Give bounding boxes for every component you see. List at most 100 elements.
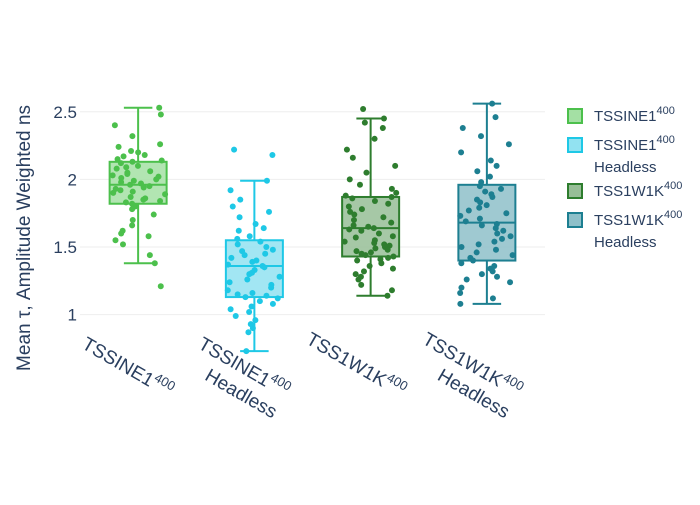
data-point xyxy=(361,119,368,126)
legend-swatch xyxy=(567,108,583,124)
legend-swatch xyxy=(567,183,583,199)
legend-label-line2: Headless xyxy=(594,159,657,176)
legend-label: TSS1W1K400 xyxy=(594,180,682,200)
data-point xyxy=(242,294,249,301)
data-point xyxy=(276,273,283,280)
data-point xyxy=(385,200,392,207)
data-point xyxy=(157,198,164,205)
data-point xyxy=(134,162,141,169)
data-point xyxy=(477,199,484,206)
data-point xyxy=(352,234,359,241)
data-point xyxy=(360,268,367,275)
data-point xyxy=(371,198,378,205)
legend-item: TSS1W1K400 Headless xyxy=(567,209,682,251)
data-point xyxy=(362,252,369,259)
data-point xyxy=(157,111,164,118)
legend-superscript: 400 xyxy=(664,180,682,192)
x-tick-text: TSSINE1400 xyxy=(78,330,178,402)
data-point xyxy=(351,211,358,218)
data-point xyxy=(141,152,148,159)
data-point xyxy=(478,271,485,278)
data-point xyxy=(140,184,147,191)
data-point xyxy=(353,248,360,255)
data-point xyxy=(489,100,496,107)
data-point xyxy=(487,157,494,164)
data-point xyxy=(367,249,374,256)
data-point xyxy=(463,276,470,283)
data-point xyxy=(122,199,129,206)
data-point xyxy=(246,233,253,240)
data-point xyxy=(245,329,252,336)
data-point xyxy=(150,211,157,218)
y-tick-label: 2.5 xyxy=(53,103,77,122)
data-point xyxy=(128,147,135,154)
data-point xyxy=(352,271,359,278)
data-point xyxy=(370,225,377,232)
data-point xyxy=(226,279,233,286)
data-point xyxy=(385,254,392,261)
data-point xyxy=(498,185,505,192)
data-point xyxy=(365,223,372,230)
data-point xyxy=(492,114,499,121)
y-tick-label: 1.5 xyxy=(53,238,77,257)
data-point xyxy=(509,252,516,259)
data-point xyxy=(371,239,378,246)
data-point xyxy=(130,177,137,184)
data-point xyxy=(140,196,147,203)
data-point xyxy=(157,141,164,148)
data-point xyxy=(246,271,253,278)
y-tick-label: 1 xyxy=(68,306,77,325)
data-point xyxy=(227,306,234,313)
legend-item: TSSINE1400 xyxy=(567,105,675,125)
data-point xyxy=(350,222,357,229)
data-point xyxy=(389,265,396,272)
data-point xyxy=(388,287,395,294)
data-point xyxy=(147,168,154,175)
data-point xyxy=(119,241,126,248)
data-point xyxy=(129,222,136,229)
data-point xyxy=(478,222,485,229)
x-tick-superscript: 400 xyxy=(152,370,178,394)
data-point xyxy=(346,176,353,183)
data-point xyxy=(118,179,125,186)
x-tick-label: TSSINE1400 xyxy=(78,330,178,402)
data-point xyxy=(145,233,152,240)
data-point xyxy=(117,187,124,194)
data-point xyxy=(492,246,499,253)
data-point xyxy=(162,191,169,198)
data-point xyxy=(231,146,238,153)
data-point xyxy=(246,308,253,315)
data-point xyxy=(476,183,483,190)
legend-superscript: 400 xyxy=(657,105,675,117)
data-point xyxy=(493,162,500,169)
data-point xyxy=(260,225,267,232)
data-point xyxy=(153,176,160,183)
data-point xyxy=(115,143,122,150)
data-point xyxy=(117,160,124,167)
data-point xyxy=(380,214,387,221)
data-point xyxy=(129,188,136,195)
data-point xyxy=(268,284,275,291)
data-point xyxy=(114,156,121,163)
data-point xyxy=(228,254,235,261)
data-point xyxy=(229,203,236,210)
data-point xyxy=(129,158,136,165)
data-point xyxy=(225,261,232,268)
data-point xyxy=(475,241,482,248)
legend-label-line2: Headless xyxy=(594,234,657,251)
data-point xyxy=(111,122,118,129)
data-point xyxy=(151,260,158,267)
legend-label: TSSINE1400 xyxy=(594,134,675,154)
data-point xyxy=(473,249,480,256)
data-point xyxy=(372,245,379,252)
data-point xyxy=(363,169,370,176)
y-axis-label: Mean τ, Amplitude Weighted ns xyxy=(14,105,35,371)
data-point xyxy=(358,206,365,213)
data-point xyxy=(146,183,153,190)
data-point xyxy=(129,206,136,213)
data-point xyxy=(507,233,514,240)
data-point xyxy=(457,212,464,219)
data-point xyxy=(392,162,399,169)
data-point xyxy=(249,325,256,332)
